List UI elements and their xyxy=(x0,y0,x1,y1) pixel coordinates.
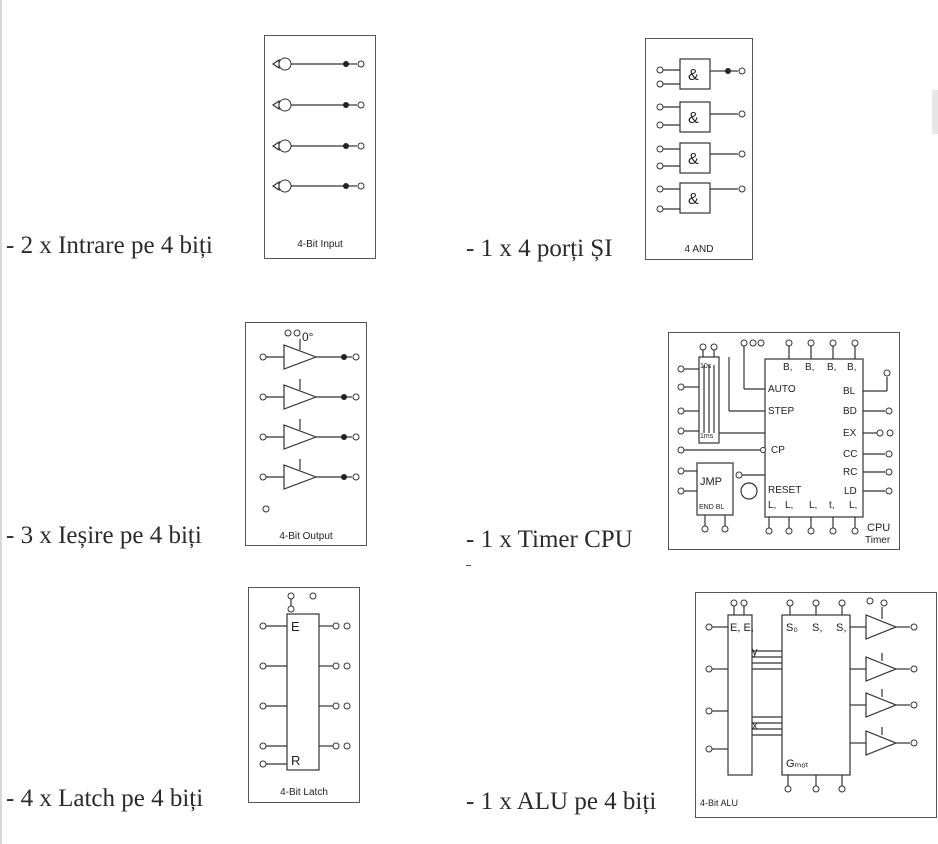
alu-output-buffer xyxy=(850,689,918,718)
alu-output-buffer xyxy=(850,653,918,682)
output-caption: - 3 x Ieșire pe 4 biți xyxy=(6,522,202,549)
and-gate: & xyxy=(656,142,746,174)
input-row xyxy=(271,139,365,153)
output-module-diagram xyxy=(259,329,360,513)
timer-jmp-box xyxy=(696,462,734,516)
output-top-marker: 0° xyxy=(302,330,314,344)
alu-select-label: S, xyxy=(812,622,823,634)
alu-body xyxy=(781,614,851,776)
timer-top-label: B, xyxy=(847,362,857,373)
input-module: 4-Bit Input xyxy=(264,35,376,259)
alu-module-label: 4-Bit ALU xyxy=(700,798,739,808)
timer-main-box xyxy=(764,358,864,518)
timer-jmp-label: JMP xyxy=(700,476,722,488)
output-buffer xyxy=(259,459,360,490)
timer-step-label: STEP xyxy=(768,406,795,417)
alu-g-label: Gₘₒₜ xyxy=(786,758,809,770)
timer-top-label: B, xyxy=(827,362,837,373)
timer-top-label: B, xyxy=(783,362,793,373)
output-buffer xyxy=(259,379,360,410)
and-module-diagram: & & & & xyxy=(656,58,746,214)
latch-body xyxy=(286,613,320,771)
timer-right-label: BL xyxy=(843,386,856,397)
timer-cp-label: CP xyxy=(771,445,785,456)
latch-module-label: 4-Bit Latch xyxy=(280,787,328,798)
stray-mark xyxy=(466,565,471,566)
input-row xyxy=(271,57,365,71)
timer-counter-top: 10s xyxy=(700,363,712,370)
timer-module-diagram xyxy=(677,339,894,535)
timer-bottom-label: L, xyxy=(809,500,818,511)
timer-right-label: BD xyxy=(843,406,857,417)
page-right-artifact xyxy=(932,90,938,134)
and-caption: - 1 x 4 porți ȘI xyxy=(466,235,613,262)
output-module-label: 4-Bit Output xyxy=(279,531,333,542)
latch-enable-label: E xyxy=(291,619,300,634)
and-gate-symbol: & xyxy=(688,151,699,168)
page-left-edge xyxy=(0,0,2,844)
timer-module: 10s 1ms AUTO STEP CP RESET JMP END BL B,… xyxy=(668,332,900,550)
timer-bottom-label: L, xyxy=(849,500,858,511)
alu-output-buffer xyxy=(850,727,918,756)
alu-select-label: S₀ xyxy=(786,622,798,634)
latch-module: E R 4-Bit Latch xyxy=(248,587,360,803)
timer-label-line2: Timer xyxy=(865,535,891,546)
timer-right-label: EX xyxy=(843,428,857,439)
timer-counter-bottom: 1ms xyxy=(700,433,714,440)
latch-module-diagram xyxy=(259,592,351,771)
latch-reset-label: R xyxy=(291,753,301,768)
timer-top-label: B, xyxy=(805,362,815,373)
and-module-label: 4 AND xyxy=(684,244,714,255)
alu-module-diagram xyxy=(705,597,918,793)
input-caption: - 2 x Intrare pe 4 biți xyxy=(6,232,213,259)
timer-caption: - 1 x Timer CPU xyxy=(466,526,633,553)
alu-caption: - 1 x ALU pe 4 biți xyxy=(466,788,657,815)
input-module-diagram xyxy=(271,57,365,193)
alu-register xyxy=(727,614,753,776)
output-buffer xyxy=(259,419,360,450)
timer-right-label: LD xyxy=(844,486,857,497)
timer-jmp-bottom: END BL xyxy=(699,504,725,511)
timer-auto-label: AUTO xyxy=(768,384,796,395)
and-gate: & xyxy=(656,182,746,214)
timer-bottom-label: L, xyxy=(785,500,794,511)
input-row xyxy=(271,98,365,112)
input-row xyxy=(271,179,365,193)
timer-bottom-label: t, xyxy=(829,500,835,511)
timer-right-label: CC xyxy=(843,449,858,460)
and-gate-symbol: & xyxy=(688,110,699,127)
timer-right-label: RC xyxy=(843,467,858,478)
latch-caption: - 4 x Latch pe 4 biți xyxy=(6,785,204,812)
output-buffer xyxy=(259,339,360,370)
input-module-label: 4-Bit Input xyxy=(297,239,343,250)
timer-reset-label: RESET xyxy=(768,485,802,496)
alu-register-label: E, E, xyxy=(730,622,754,634)
and-gate-symbol: & xyxy=(688,67,699,84)
alu-y-label: y xyxy=(752,646,758,658)
alu-module: E, E, y x S₀ S, S, Gₘₒₜ 4-Bit ALU xyxy=(695,592,937,818)
and-module: & & & & 4 AND xyxy=(645,38,753,260)
timer-bottom-label: L, xyxy=(768,500,777,511)
output-module: 0° 4-Bit Output xyxy=(245,322,367,546)
timer-counter-box xyxy=(698,356,720,444)
timer-label-line1: CPU xyxy=(867,522,891,534)
and-gate: & xyxy=(656,101,746,133)
and-gate: & xyxy=(656,58,746,90)
alu-select-label: S, xyxy=(836,622,847,634)
and-gate-symbol: & xyxy=(688,191,699,208)
alu-x-label: x xyxy=(752,720,758,732)
alu-output-buffer xyxy=(850,607,918,640)
